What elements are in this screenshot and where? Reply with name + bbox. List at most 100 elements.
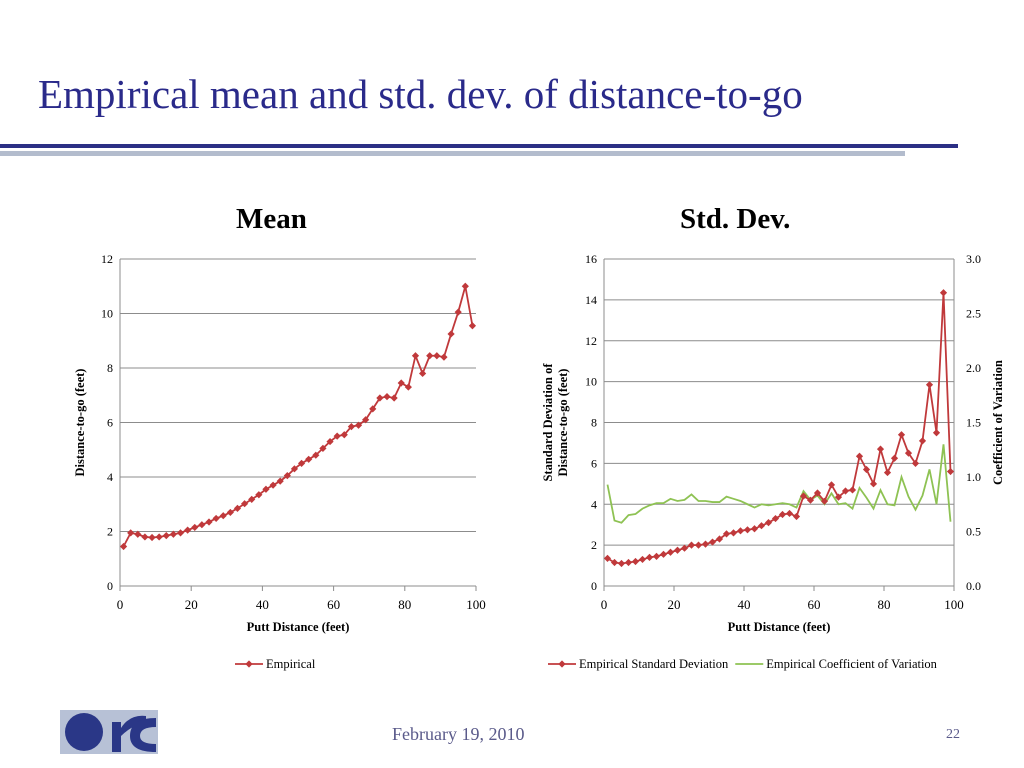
std-dev-empirical-standard-deviation-point: [806, 496, 815, 504]
std-dev-y-axis-title-line2: Distance-to-go (feet): [556, 369, 570, 477]
mean-empirical-point: [326, 437, 334, 446]
std-dev-empirical-standard-deviation-point: [603, 554, 612, 563]
page-number: 22: [946, 727, 960, 742]
std-dev-empirical-standard-deviation-point: [610, 558, 619, 567]
std-dev-empirical-standard-deviation-point: [729, 529, 738, 537]
mean-x-axis-title: Putt Distance (feet): [247, 620, 350, 634]
std-dev-empirical-standard-deviation-point: [939, 289, 948, 297]
std-dev-empirical-standard-deviation-point: [652, 552, 661, 560]
mean-empirical-point: [169, 530, 177, 538]
mean-y-tick-label: 8: [107, 361, 113, 375]
std-dev-y-tick-label: 4: [591, 497, 597, 511]
std-dev-y2-tick-label: 1.0: [966, 470, 981, 484]
mean-empirical-point: [468, 322, 477, 330]
title-divider: [0, 144, 958, 148]
mean-y-tick-label: 4: [107, 470, 113, 484]
std-dev-empirical-standard-deviation-point: [645, 553, 654, 561]
std-dev-y-tick-label: 8: [591, 416, 597, 430]
mean-empirical-point: [255, 491, 263, 499]
footer-date: February 19, 2010: [392, 724, 525, 744]
std-dev-y2-tick-label: 0.0: [966, 579, 981, 593]
mean-empirical-point: [248, 495, 256, 503]
mean-x-tick-label: 40: [256, 597, 269, 612]
mean-empirical-point: [176, 529, 185, 537]
mean-empirical-point: [148, 533, 156, 542]
mean-empirical-point: [447, 330, 455, 338]
mean-empirical-point: [433, 352, 441, 360]
mean-empirical-point: [269, 481, 277, 489]
mean-empirical-point: [333, 432, 341, 440]
std-dev-empirical-standard-deviation-line: [607, 292, 952, 565]
std-dev-y2-tick-label: 0.5: [966, 525, 981, 539]
mean-empirical-point: [119, 542, 128, 551]
mean-empirical-point: [426, 352, 434, 360]
mean-empirical-point: [397, 379, 405, 387]
std-dev-empirical-standard-deviation-point: [750, 525, 759, 533]
std-dev-empirical-standard-deviation-point: [820, 497, 829, 505]
mean-empirical-point: [312, 451, 320, 459]
std-dev-empirical-standard-deviation-point: [771, 514, 780, 523]
std-dev-empirical-standard-deviation-point: [673, 546, 682, 554]
std-dev-y-tick-label: 14: [585, 293, 597, 307]
std-dev-empirical-standard-deviation-point: [757, 522, 766, 530]
mean-empirical-point: [241, 500, 249, 508]
mean-empirical-point: [233, 504, 242, 512]
mean-y-tick-label: 0: [107, 579, 113, 593]
std-dev-x-tick-label: 100: [944, 597, 964, 612]
std-dev-legend-marker: [558, 660, 566, 668]
std-dev-x-tick-label: 20: [668, 597, 681, 612]
std-dev-empirical-standard-deviation-point: [659, 550, 668, 558]
std-dev-empirical-standard-deviation-point: [792, 512, 801, 521]
mean-empirical-point: [191, 523, 199, 532]
mean-empirical-point: [354, 421, 363, 429]
mean-empirical-point: [155, 533, 163, 541]
mean-empirical-point: [390, 394, 398, 402]
mean-empirical-point: [134, 530, 142, 538]
mean-empirical-point: [226, 508, 234, 517]
std-dev-y-axis-title-line1: Standard Deviation of: [541, 363, 555, 482]
std-dev-empirical-standard-deviation-point: [785, 509, 794, 518]
std-dev-y-tick-label: 2: [591, 538, 597, 552]
std-dev-x-axis-title: Putt Distance (feet): [728, 620, 831, 634]
std-dev-empirical-standard-deviation-point: [813, 489, 822, 497]
mean-y-tick-label: 2: [107, 525, 113, 539]
std-dev-y-tick-label: 10: [585, 375, 597, 389]
std-dev-empirical-standard-deviation-point: [694, 541, 703, 549]
std-dev-empirical-standard-deviation-point: [708, 538, 717, 546]
std-dev-legend-label-empirical-coefficient-of-variation: Empirical Coefficient of Variation: [766, 657, 937, 671]
std-dev-empirical-standard-deviation-point: [834, 493, 843, 501]
std-dev-y2-tick-label: 3.0: [966, 252, 981, 266]
std-dev-empirical-standard-deviation-point: [862, 465, 871, 474]
mean-x-tick-label: 80: [398, 597, 411, 612]
std-dev-empirical-standard-deviation-point: [946, 467, 955, 476]
mean-empirical-point: [283, 472, 291, 480]
std-dev-empirical-standard-deviation-point: [869, 480, 878, 488]
mean-y-axis-title: Distance-to-go (feet): [73, 369, 87, 477]
mean-x-tick-label: 0: [117, 597, 124, 612]
std-dev-empirical-standard-deviation-point: [918, 437, 927, 445]
std-dev-y-tick-label: 16: [585, 252, 597, 266]
std-dev-empirical-standard-deviation-point: [827, 481, 836, 489]
std-dev-empirical-standard-deviation-point: [932, 429, 941, 437]
std-dev-chart-title: Std. Dev.: [680, 203, 791, 235]
mean-empirical-point: [383, 393, 391, 401]
std-dev-empirical-standard-deviation-point: [925, 381, 934, 389]
std-dev-x-tick-label: 40: [738, 597, 751, 612]
std-dev-empirical-standard-deviation-point: [736, 527, 745, 535]
std-dev-empirical-standard-deviation-point: [617, 559, 626, 568]
mean-empirical-point: [262, 485, 270, 493]
std-dev-y-tick-label: 12: [585, 334, 597, 348]
std-dev-y2-tick-label: 2.0: [966, 361, 981, 375]
mean-empirical-point: [419, 369, 427, 378]
title-divider-shadow: [0, 151, 905, 156]
mean-empirical-point: [347, 422, 355, 431]
std-dev-empirical-standard-deviation-point: [897, 431, 906, 439]
mean-empirical-point: [404, 383, 412, 391]
std-dev-y2-tick-label: 2.5: [966, 307, 981, 321]
std-dev-empirical-standard-deviation-point: [680, 544, 689, 552]
mean-empirical-point: [212, 514, 220, 523]
mean-empirical-point: [362, 416, 370, 424]
mean-y-tick-label: 6: [107, 416, 113, 430]
std-dev-empirical-standard-deviation-point: [876, 445, 885, 453]
